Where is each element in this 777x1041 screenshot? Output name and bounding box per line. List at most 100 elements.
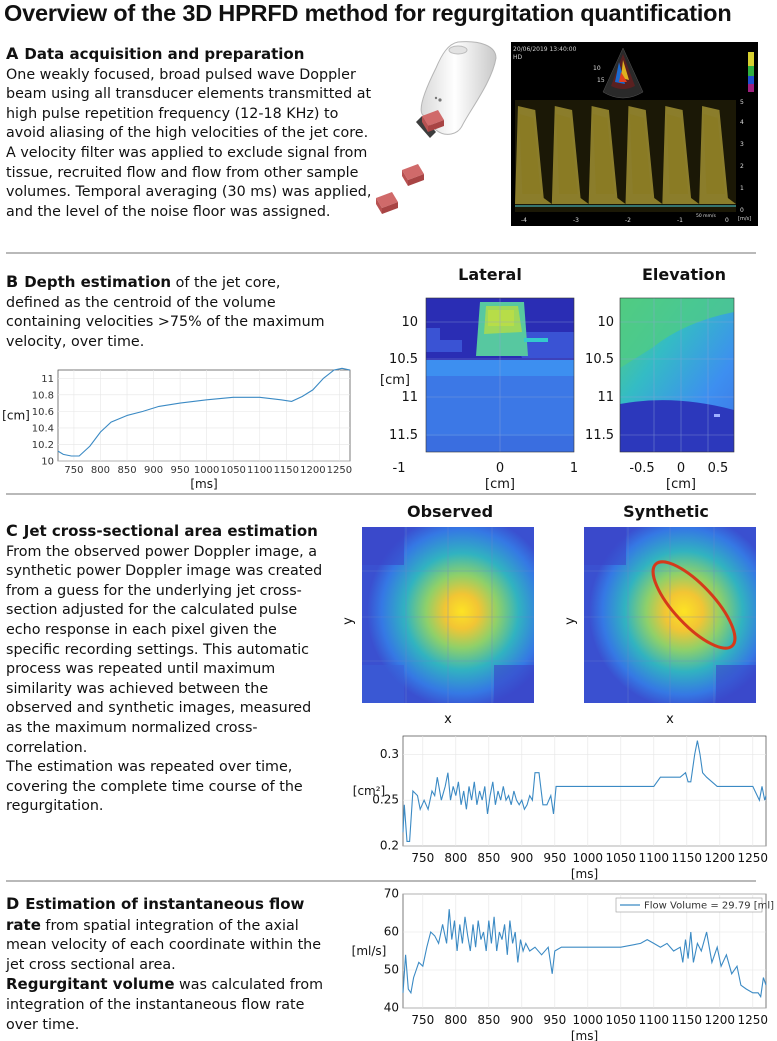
svg-text:2: 2 <box>740 163 744 170</box>
elevation-title: Elevation <box>641 265 726 284</box>
svg-text:11.5: 11.5 <box>389 428 418 443</box>
screen-timestamp: 20/06/2019 13:40:00 <box>513 46 577 53</box>
series-line <box>57 367 351 457</box>
section-d-text: D Estimation of instantaneous flow rate f… <box>6 894 336 1035</box>
x-tick-label: 750 <box>411 1013 434 1027</box>
svg-text:x: x <box>444 712 452 727</box>
svg-text:11: 11 <box>597 390 614 405</box>
svg-text:[cm]: [cm] <box>666 477 696 492</box>
plot-frame <box>57 369 351 462</box>
y-tick-label: 10 <box>41 457 54 468</box>
y-tick-label: 10.2 <box>32 440 54 451</box>
x-tick-label: 950 <box>543 1013 566 1027</box>
svg-text:10: 10 <box>401 315 418 330</box>
sample-volume-1 <box>422 110 444 132</box>
doppler-beat-core <box>519 114 541 194</box>
svg-text:11: 11 <box>401 390 418 405</box>
svg-text:[cm]: [cm] <box>380 373 410 388</box>
svg-text:y: y <box>341 617 356 625</box>
svg-text:-4: -4 <box>521 217 527 224</box>
svg-text:-0.5: -0.5 <box>629 461 654 476</box>
flow-line-chart: 750 800 850 900 950 1000 1050 1100 1150 1200 1250 4… <box>352 887 775 1041</box>
svg-text:11.5: 11.5 <box>585 428 614 443</box>
observed-power-doppler: x y <box>341 527 534 727</box>
svg-text:y: y <box>563 617 578 625</box>
section-c-body2: The estimation was repeated over time, c… <box>6 759 303 815</box>
x-tick-label: 1200 <box>705 1013 736 1027</box>
section-d-letter: D <box>6 894 20 913</box>
y-tick-label: 0.25 <box>372 793 399 807</box>
section-d-body2: was calculated from integration of the i… <box>6 977 324 1033</box>
transducer-probe <box>420 41 497 135</box>
svg-text:0: 0 <box>725 217 729 224</box>
x-tick-label: 1250 <box>738 1013 769 1027</box>
doppler-right-scale: 5 4 3 2 1 0 [m/s] <box>738 99 751 222</box>
svg-text:4: 4 <box>740 119 744 126</box>
svg-text:-3: -3 <box>573 217 579 224</box>
page-title: Overview of the 3D HPRFD method for regu… <box>4 0 732 26</box>
section-a-body: One weakly focused, broad pulsed wave Do… <box>6 66 372 220</box>
screen-scale-15: 15 <box>597 77 605 84</box>
area-line-chart: 750 800 850 900 950 1000 1050 1100 1150 1200 1250 0… <box>353 735 769 881</box>
y-axis-label: [cm] <box>2 409 30 423</box>
sample-volume-2 <box>402 164 424 186</box>
section-b-body: of the jet core, defined as the centroid… <box>6 275 325 350</box>
svg-text:0: 0 <box>496 461 504 476</box>
separator-cd <box>6 880 756 882</box>
svg-text:-1: -1 <box>393 461 406 476</box>
synthetic-title: Synthetic <box>623 502 709 521</box>
svg-text:1: 1 <box>740 185 744 192</box>
screen-scale-10: 10 <box>593 65 601 72</box>
svg-text:10.5: 10.5 <box>389 352 418 367</box>
section-d-heading: Estimation of instantaneous flow rate <box>6 895 305 934</box>
y-axis-label: [ml/s] <box>352 944 387 958</box>
y-tick-label: 0.2 <box>380 839 399 853</box>
separator-bc <box>6 493 756 495</box>
x-axis-label: [ms] <box>571 867 598 881</box>
doppler-beat-core <box>593 114 615 194</box>
plot-frame <box>402 735 767 847</box>
section-a-text: A Data acquisition and preparation One we… <box>6 44 378 222</box>
lateral-heatmap: 10 10.5 11 11.5 -1 0 1 [cm] [cm] <box>380 297 578 492</box>
legend: Flow Volume = 29.79 [ml] <box>615 897 774 913</box>
section-b-letter: B <box>6 272 19 291</box>
doppler-spectrum <box>515 100 736 212</box>
svg-text:x: x <box>666 712 674 727</box>
y-tick-label: 60 <box>384 925 399 939</box>
section-b-heading: Depth estimation <box>24 273 172 291</box>
doppler-beat-core <box>556 114 578 194</box>
x-tick-label: 1150 <box>274 465 299 476</box>
x-tick-label: 950 <box>171 465 190 476</box>
x-tick-label: 850 <box>117 465 136 476</box>
x-tick-label: 1000 <box>573 851 604 865</box>
svg-text:10.5: 10.5 <box>585 352 614 367</box>
x-tick-label: 900 <box>144 465 163 476</box>
x-tick-label: 1100 <box>639 1013 670 1027</box>
x-tick-label: 950 <box>543 851 566 865</box>
svg-text:[m/s]: [m/s] <box>738 216 751 222</box>
y-tick-label: 0.3 <box>380 747 399 761</box>
svg-text:0.5: 0.5 <box>708 461 729 476</box>
x-tick-label: 1050 <box>606 851 637 865</box>
svg-text:1: 1 <box>570 461 578 476</box>
y-tick-label: 10.8 <box>32 390 54 401</box>
x-tick-label: 900 <box>510 851 533 865</box>
section-a-letter: A <box>6 44 19 63</box>
y-axis-label: [cm²] <box>353 784 385 798</box>
observed-title: Observed <box>406 502 494 521</box>
y-tick-label: 70 <box>384 887 399 901</box>
x-tick-label: 1250 <box>738 851 769 865</box>
y-tick-label: 11 <box>41 374 54 385</box>
svg-text:0: 0 <box>740 207 744 214</box>
transducer-illustration <box>376 41 497 214</box>
series-line <box>402 909 767 999</box>
svg-text:-2: -2 <box>625 217 631 224</box>
doppler-beat-core <box>703 114 725 194</box>
jet-cross-section-ellipse <box>651 560 737 650</box>
x-tick-label: 1050 <box>606 1013 637 1027</box>
x-tick-label: 1050 <box>220 465 245 476</box>
svg-text:50 mm/s: 50 mm/s <box>696 213 716 219</box>
section-c-heading: Jet cross-sectional area estimation <box>23 522 318 540</box>
x-tick-label: 800 <box>444 851 467 865</box>
section-a-heading: Data acquisition and preparation <box>24 45 305 63</box>
